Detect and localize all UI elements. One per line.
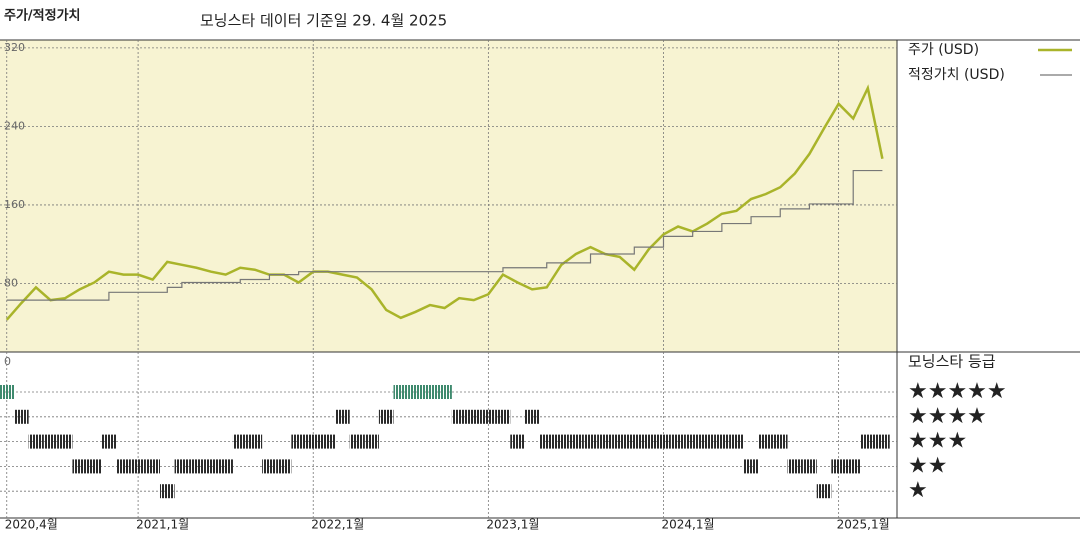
- rating-label: ★★★: [908, 429, 967, 454]
- legend-label: 적정가치 (USD): [908, 67, 1005, 83]
- rating-bar: [714, 434, 730, 449]
- rating-bar: [831, 459, 846, 474]
- y-tick-label: 160: [4, 198, 25, 211]
- rating-bar: [627, 434, 642, 449]
- price-panel: [0, 40, 897, 352]
- rating-bar: [845, 459, 861, 474]
- rating-bar: [378, 409, 394, 424]
- rating-bar: [14, 409, 29, 424]
- rating-bar: [816, 484, 832, 499]
- rating-bar: [174, 459, 190, 474]
- rating-bar: [72, 459, 88, 474]
- y-tick-label: 320: [4, 41, 25, 54]
- rating-bar: [130, 459, 146, 474]
- rating-bar: [568, 434, 584, 449]
- rating-bar: [305, 434, 321, 449]
- rating-bar: [437, 385, 452, 399]
- rating-bar: [743, 459, 759, 474]
- rating-bar: [510, 434, 525, 449]
- rating-bar: [670, 434, 686, 449]
- rating-bar: [772, 434, 788, 449]
- rating-bar: [189, 459, 204, 474]
- rating-bar: [597, 434, 613, 449]
- rating-bar: [247, 434, 263, 449]
- rating-bar: [291, 434, 306, 449]
- rating-label: ★★★★: [908, 404, 987, 429]
- rating-bar: [422, 385, 438, 399]
- rating-bar: [583, 434, 598, 449]
- rating-bar: [787, 459, 803, 474]
- rating-bar: [758, 434, 773, 449]
- rating-bar: [116, 459, 131, 474]
- rating-label: ★: [908, 478, 928, 503]
- rating-bar: [218, 459, 233, 474]
- rating-bar: [364, 434, 379, 449]
- x-tick-label: 2023,1월: [486, 518, 539, 532]
- chart-title: 주가/적정가치: [4, 8, 81, 24]
- rating-bar: [87, 459, 102, 474]
- rating-bar: [802, 459, 817, 474]
- rating-bar: [612, 434, 628, 449]
- rating-bar: [495, 409, 511, 424]
- rating-bar: [481, 409, 496, 424]
- rating-bar: [451, 409, 467, 424]
- rating-bar: [349, 434, 365, 449]
- rating-bar: [57, 434, 73, 449]
- rating-title: 모닝스타 등급: [908, 353, 996, 371]
- rating-bar: [539, 434, 555, 449]
- x-tick-label: 2021,1월: [136, 518, 189, 532]
- y-tick-label: 240: [4, 119, 25, 132]
- rating-bar: [28, 434, 44, 449]
- y-tick-label: 80: [4, 276, 18, 289]
- rating-label: ★★★★★: [908, 379, 1007, 404]
- rating-bar: [320, 434, 336, 449]
- rating-bar: [159, 484, 175, 499]
- series-line: [5, 84, 884, 321]
- rating-bar: [393, 385, 409, 399]
- rating-bar: [699, 434, 715, 449]
- y-tick-label: 0: [4, 355, 11, 368]
- rating-bar: [875, 434, 890, 449]
- rating-bar: [685, 434, 700, 449]
- rating-bar: [335, 409, 350, 424]
- rating-bar: [656, 434, 671, 449]
- x-tick-label: 2024,1월: [661, 518, 714, 532]
- rating-bar: [232, 434, 248, 449]
- rating-label: ★★: [908, 453, 947, 478]
- x-tick-label: 2022,1월: [311, 518, 364, 532]
- rating-bar: [43, 434, 58, 449]
- chart-subtitle: 모닝스타 데이터 기준일 29. 4월 2025: [200, 12, 447, 30]
- rating-bar: [101, 434, 117, 449]
- rating-bar: [203, 459, 219, 474]
- legend-label: 주가 (USD): [908, 42, 979, 58]
- series-line: [6, 169, 883, 301]
- rating-bar: [408, 385, 423, 399]
- rating-bar: [860, 434, 876, 449]
- x-tick-label: 2020,4월: [5, 518, 58, 532]
- rating-bar: [524, 409, 540, 424]
- rating-bar: [276, 459, 292, 474]
- rating-bar: [554, 434, 569, 449]
- rating-bar: [729, 434, 744, 449]
- rating-bar: [641, 434, 657, 449]
- rating-bar: [145, 459, 160, 474]
- x-tick-label: 2025,1월: [837, 518, 890, 532]
- rating-bar: [466, 409, 482, 424]
- rating-bar: [262, 459, 277, 474]
- rating-bar: [0, 385, 15, 399]
